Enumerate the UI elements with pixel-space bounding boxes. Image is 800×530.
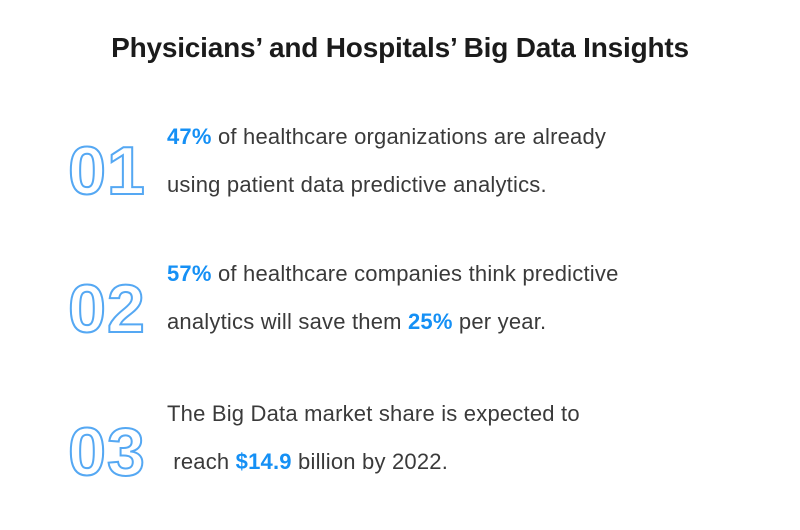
stat-text: reach [167,449,236,474]
insight-item-1: 47% of healthcare organizations are alre… [167,113,606,209]
stat-value: 47% [167,124,212,149]
insight-item-2: 57% of healthcare companies think predic… [167,250,619,346]
item-1-number-outline: 01 [67,133,146,209]
stat-value: $14.9 [235,449,292,474]
stat-value: 57% [167,261,212,286]
stat-text: analytics will save them [167,309,408,334]
item-2-line-2: analytics will save them 25% per year. [167,298,619,346]
insight-item-3: The Big Data market share is expected to… [167,390,580,486]
stat-text: of healthcare companies think predictive [211,261,619,286]
stat-text: The Big Data market share is expected to [167,401,580,426]
item-3-line-2: reach $14.9 billion by 2022. [167,438,580,486]
item-2-number-outline: 02 [67,271,146,347]
item-3-number-outline: 03 [67,414,146,490]
item-1-line-1: 47% of healthcare organizations are alre… [167,113,606,161]
stat-text: of healthcare organizations are already [211,124,607,149]
page-title: Physicians’ and Hospitals’ Big Data Insi… [111,32,689,63]
item-1-line-2: using patient data predictive analytics. [167,161,606,209]
stat-text: using patient data predictive analytics. [167,172,547,197]
item-3-line-1: The Big Data market share is expected to [167,390,580,438]
stat-text: per year. [452,309,547,334]
stat-text: billion by 2022. [291,449,449,474]
item-2-line-1: 57% of healthcare companies think predic… [167,250,619,298]
stat-value: 25% [407,309,453,334]
